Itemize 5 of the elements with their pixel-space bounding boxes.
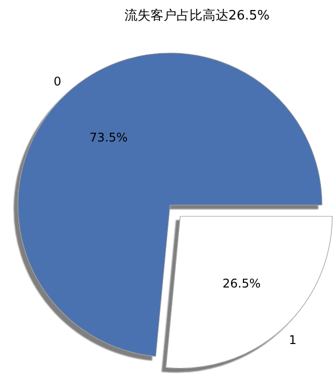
data-label: 26.5%	[222, 276, 261, 291]
slice-label: 1	[288, 332, 297, 347]
data-label: 73.5%	[90, 130, 128, 145]
slice-label: 0	[54, 74, 62, 88]
chart-title: 流失客户占比高达26.5%	[124, 8, 270, 24]
